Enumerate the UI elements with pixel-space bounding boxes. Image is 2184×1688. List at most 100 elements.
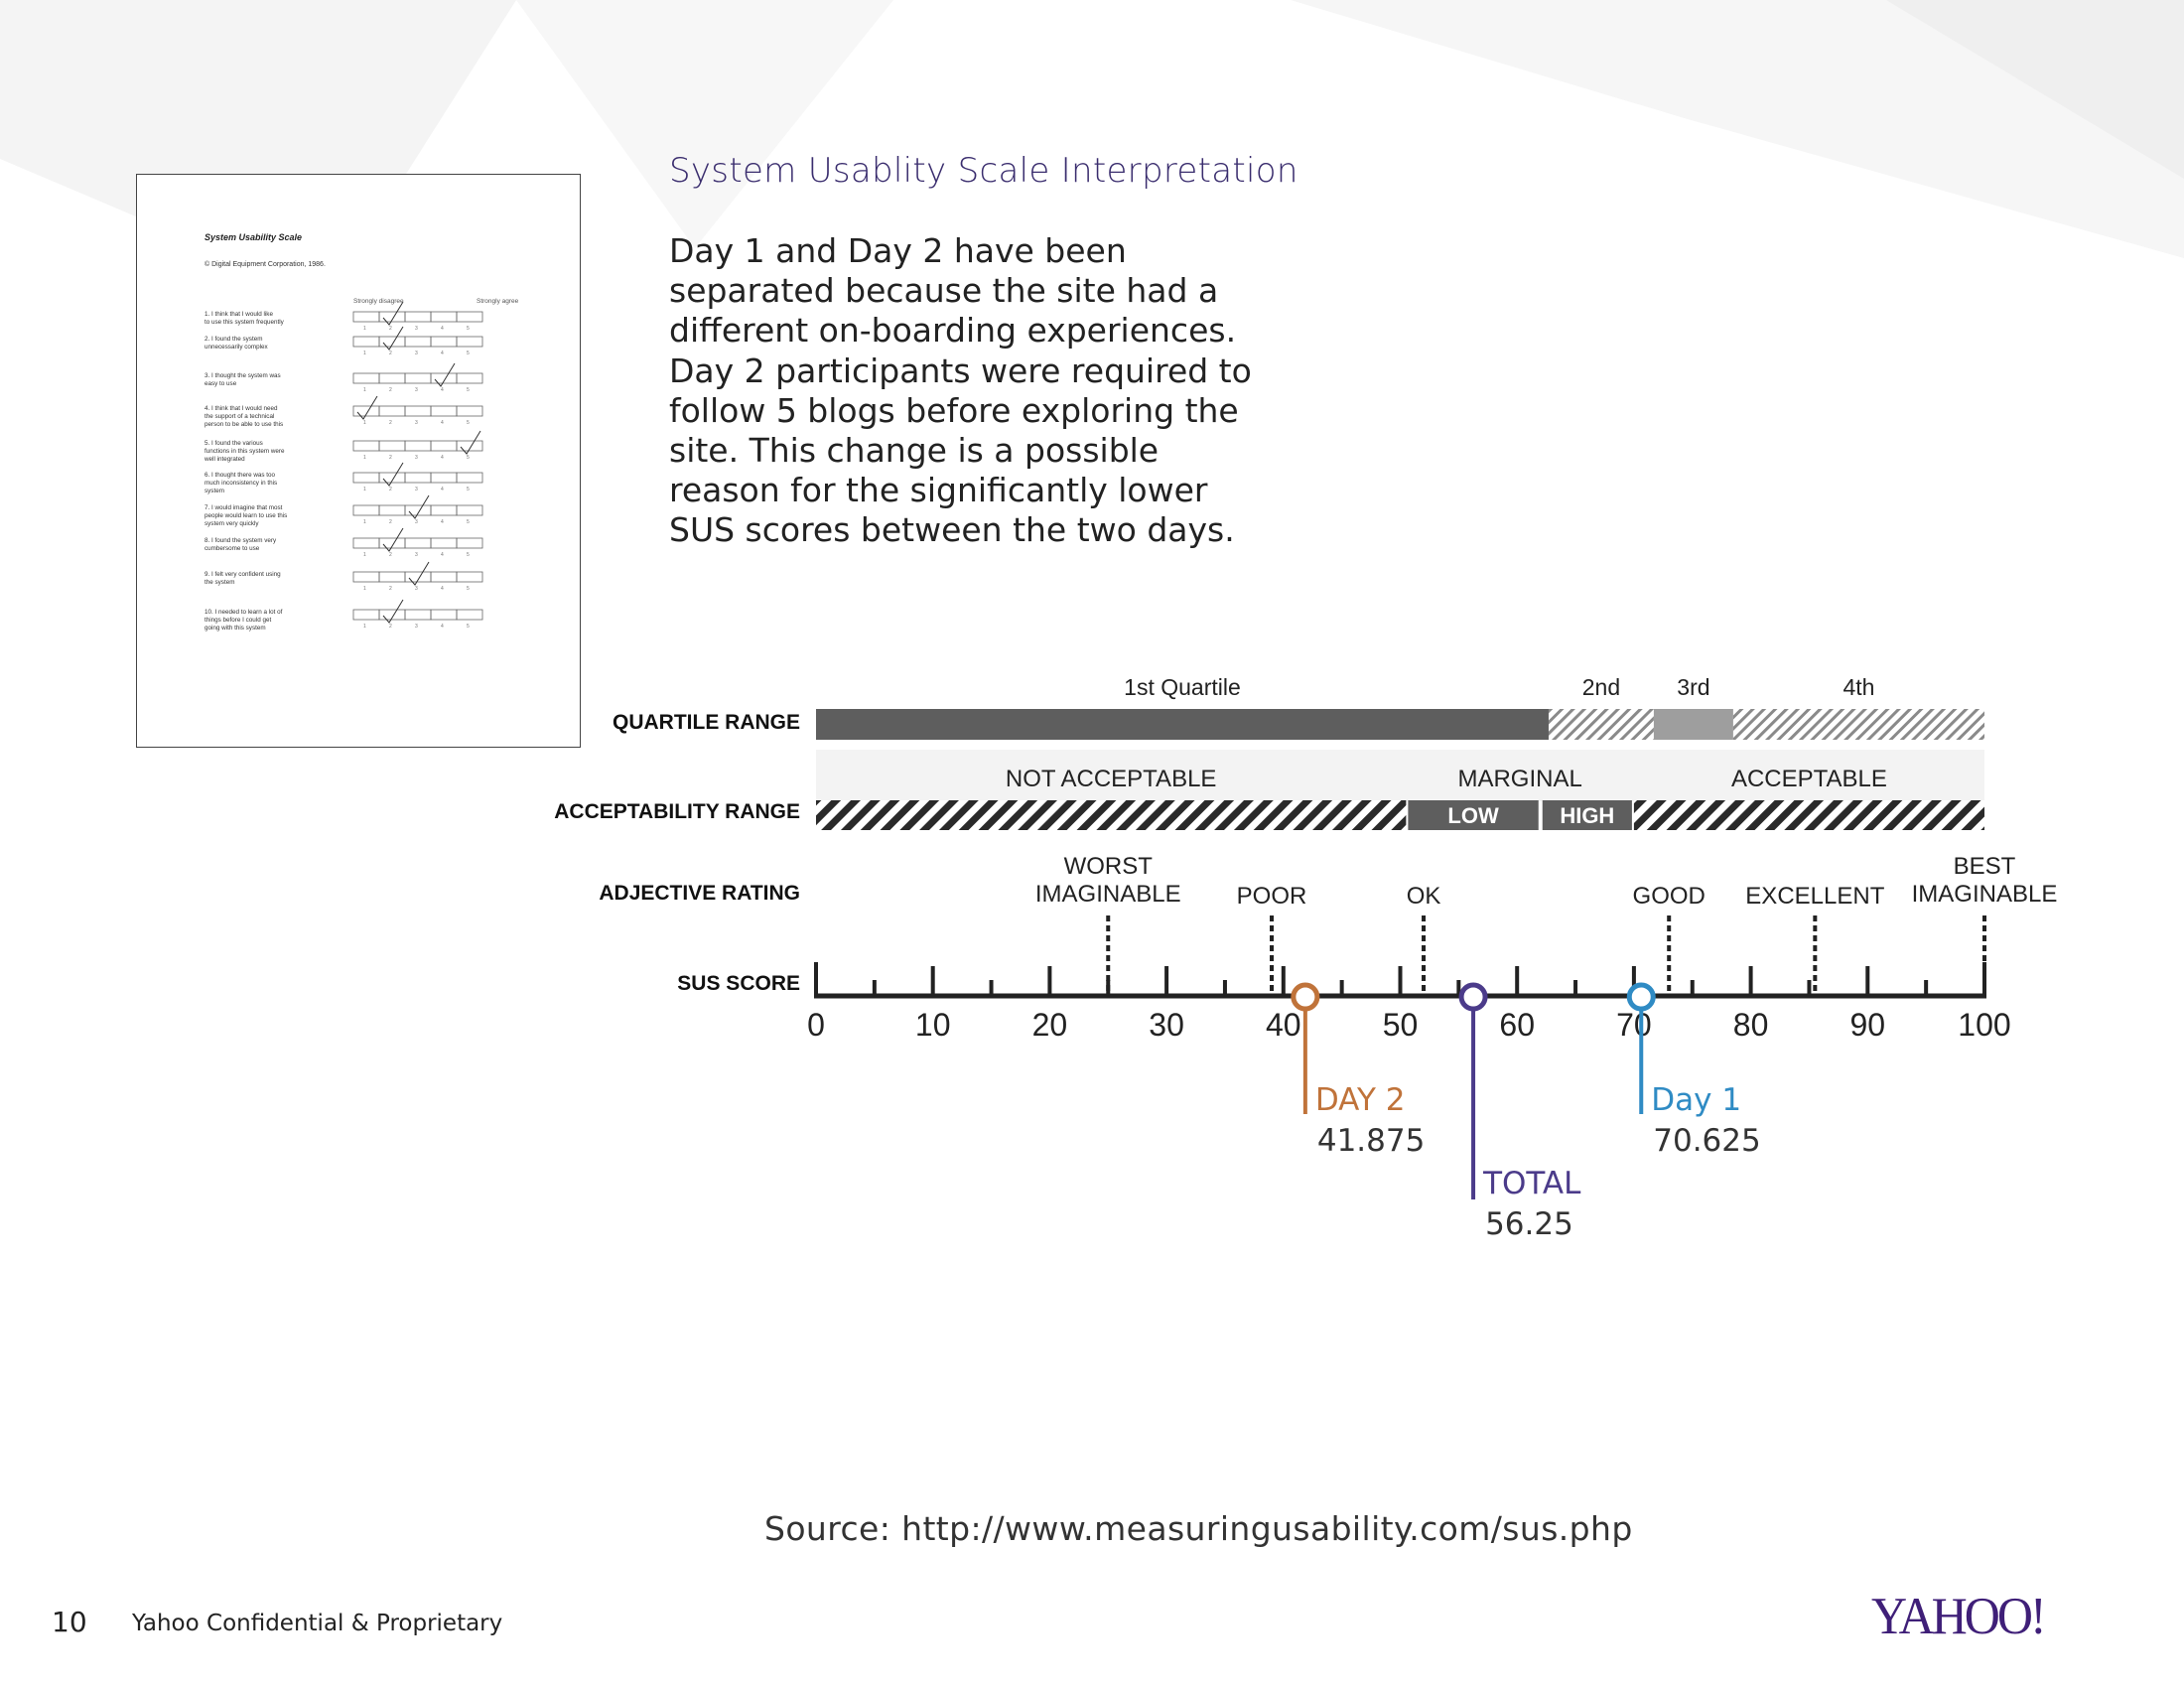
- adjective-label: OK: [1407, 883, 1441, 910]
- questionnaire-scale-number: 2: [389, 420, 392, 426]
- adjective-label: EXCELLENT: [1745, 883, 1884, 910]
- questionnaire-scale-number: 3: [415, 326, 418, 332]
- questionnaire-box: [456, 537, 483, 549]
- score-marker: [1626, 982, 1656, 1012]
- adjective-label: WORST: [1064, 853, 1154, 880]
- questionnaire-item-text: unnecessarily complex: [205, 344, 269, 351]
- questionnaire-scale-number: 5: [467, 552, 470, 558]
- row-label: ADJECTIVE RATING: [599, 882, 800, 905]
- questionnaire-item-text: much inconsistency in this: [205, 480, 277, 487]
- questionnaire-scale-number: 1: [363, 624, 366, 630]
- tick-label: 0: [807, 1007, 825, 1043]
- yahoo-logo: YAHOO!: [1871, 1586, 2047, 1645]
- questionnaire-scale-number: 2: [389, 351, 392, 356]
- score-value: 41.875: [1317, 1123, 1425, 1159]
- questionnaire-scale-number: 1: [363, 351, 366, 356]
- questionnaire-scale-number: 4: [441, 487, 444, 492]
- questionnaire-item-text: 9. I felt very confident using: [205, 571, 281, 578]
- questionnaire-scale-number: 1: [363, 387, 366, 393]
- questionnaire-scale-number: 5: [467, 624, 470, 630]
- questionnaire-scale-number: 1: [363, 519, 366, 525]
- adjective-label: BEST: [1954, 853, 2016, 880]
- questionnaire-form: System Usability Scale © Digital Equipmen…: [204, 232, 519, 632]
- questionnaire-scale-number: 4: [441, 519, 444, 525]
- tick-label: 90: [1850, 1007, 1886, 1043]
- questionnaire-scale-number: 2: [389, 487, 392, 492]
- questionnaire-item-text: 8. I found the system very: [205, 537, 277, 544]
- questionnaire-check: [382, 599, 404, 624]
- questionnaire-box: [456, 609, 483, 621]
- score-value: 56.25: [1485, 1206, 1573, 1242]
- questionnaire-item-text: system very quickly: [205, 520, 259, 527]
- quartile-bar: [1732, 709, 1984, 740]
- questionnaire-check: [382, 527, 404, 552]
- quartile-bar: [1653, 709, 1733, 740]
- confidential-notice: Yahoo Confidential & Proprietary: [132, 1611, 503, 1636]
- questionnaire-scale-number: 3: [415, 487, 418, 492]
- questionnaire-scale-number: 2: [389, 586, 392, 592]
- questionnaire-check: [382, 301, 404, 326]
- questionnaire-check: [356, 395, 378, 420]
- adjective-label: POOR: [1237, 883, 1307, 910]
- questionnaire-scale-number: 1: [363, 420, 366, 426]
- questionnaire-heading: System Usability Scale: [205, 232, 302, 242]
- questionnaire-scale-number: 3: [415, 552, 418, 558]
- questionnaire-scale-number: 1: [363, 487, 366, 492]
- row-label: QUARTILE RANGE: [613, 711, 800, 734]
- quartile-label: 4th: [1843, 674, 1874, 700]
- row-label: SUS SCORE: [677, 972, 800, 995]
- quartile-bar: [816, 709, 1549, 740]
- tick-label: 70: [1616, 1007, 1652, 1043]
- questionnaire-scale-number: 1: [363, 326, 366, 332]
- questionnaire-box: [456, 372, 483, 384]
- questionnaire-scale-number: 4: [441, 420, 444, 426]
- questionnaire-scale-number: 4: [441, 326, 444, 332]
- questionnaire-scale-number: 4: [441, 351, 444, 356]
- tick-label: 10: [915, 1007, 951, 1043]
- questionnaire-item-text: 6. I thought there was too: [205, 472, 276, 479]
- row-label: ACCEPTABILITY RANGE: [554, 800, 800, 823]
- score-marker: [1291, 982, 1320, 1012]
- questionnaire-box: [456, 440, 483, 452]
- questionnaire-scale-number: 1: [363, 455, 366, 461]
- questionnaire-scale-number: 5: [467, 326, 470, 332]
- quartile-label: 1st Quartile: [1124, 674, 1241, 700]
- questionnaire-item-text: well integrated: [204, 456, 245, 463]
- questionnaire-item-text: cumbersome to use: [205, 545, 260, 552]
- quartile-label: 2nd: [1582, 674, 1620, 700]
- questionnaire-scale-number: 3: [415, 455, 418, 461]
- score-marker: [1458, 982, 1488, 1012]
- questionnaire-box: [456, 571, 483, 583]
- tick-label: 30: [1149, 1007, 1184, 1043]
- questionnaire-scale-number: 2: [389, 519, 392, 525]
- acceptability-label: NOT ACCEPTABLE: [1006, 766, 1217, 792]
- questionnaire-scale-number: 3: [415, 420, 418, 426]
- questionnaire-box: [456, 336, 483, 348]
- questionnaire-item-text: going with this system: [205, 625, 266, 632]
- questionnaire-scale-number: 4: [441, 624, 444, 630]
- tick-label: 100: [1958, 1007, 2010, 1043]
- questionnaire-item-text: easy to use: [205, 380, 237, 387]
- questionnaire-item-text: 1. I think that I would like: [205, 311, 273, 318]
- tick-label: 50: [1383, 1007, 1419, 1043]
- questionnaire-scale-number: 5: [467, 586, 470, 592]
- quartile-bar: [1548, 709, 1654, 740]
- questionnaire-scale-number: 4: [441, 552, 444, 558]
- adjective-label-line2: IMAGINABLE: [1035, 881, 1181, 908]
- acceptability-sub-bar: [1408, 800, 1539, 830]
- questionnaire-scale-number: 2: [389, 387, 392, 393]
- questionnaire-scale-number: 4: [441, 455, 444, 461]
- questionnaire-scale-number: 2: [389, 326, 392, 332]
- questionnaire-item-text: 4. I think that I would need: [205, 405, 278, 412]
- questionnaire-item-text: 7. I would imagine that most: [205, 504, 283, 511]
- questionnaire-box: [456, 504, 483, 516]
- questionnaire-item-text: the system: [205, 579, 234, 586]
- tick-label: 60: [1499, 1007, 1535, 1043]
- questionnaire-box: [456, 405, 483, 417]
- tick-label: 40: [1266, 1007, 1301, 1043]
- questionnaire-scale-number: 5: [467, 387, 470, 393]
- questionnaire-check: [460, 430, 481, 455]
- adjective-label-line2: IMAGINABLE: [1912, 881, 2058, 908]
- questionnaire-scale-number: 3: [415, 519, 418, 525]
- slide-title: System Usablity Scale Interpretation: [669, 151, 1298, 191]
